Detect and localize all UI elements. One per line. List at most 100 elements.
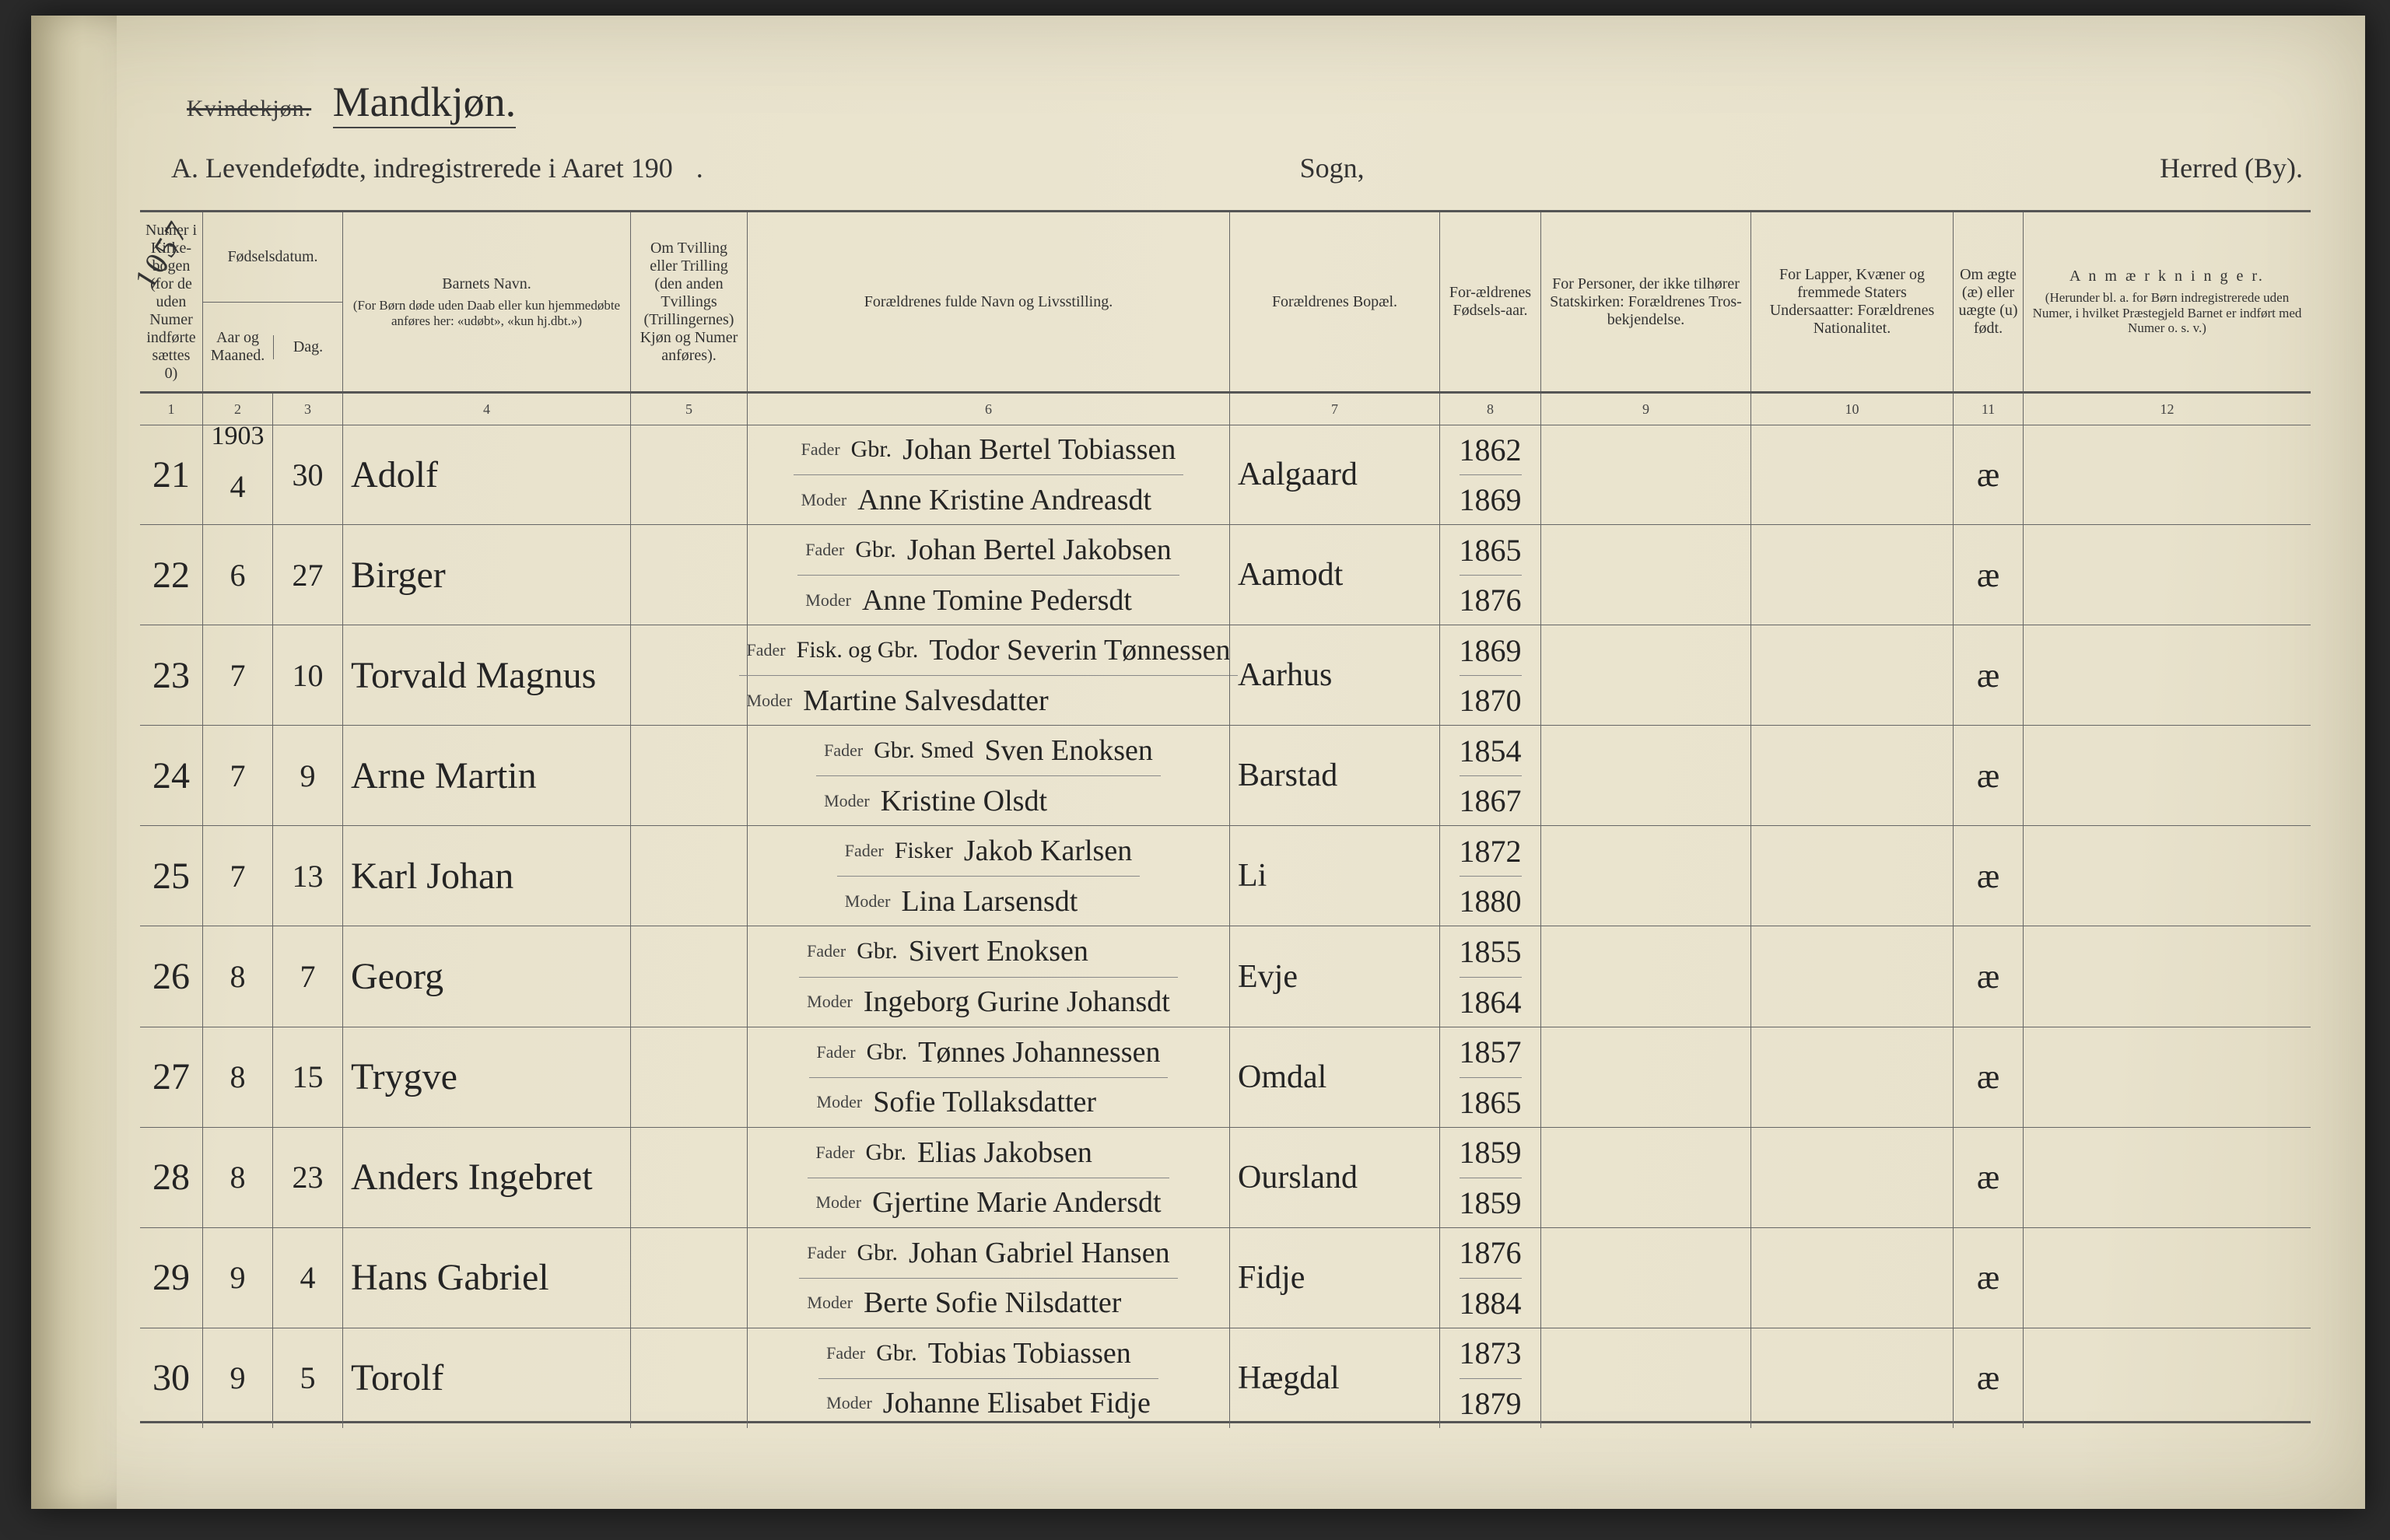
col2b-header: Dag. <box>273 335 343 359</box>
cell-legit: æ <box>1953 1228 2023 1328</box>
cell-place: Aamodt <box>1229 525 1439 625</box>
cell-nationality <box>1750 726 1953 825</box>
cell-month: 9 <box>202 1228 272 1328</box>
cell-parents: Fader Gbr. Johan Bertel Jakobsen Moder A… <box>747 525 1229 625</box>
cell-day: 5 <box>272 1328 342 1428</box>
cell-legit: æ <box>1953 1128 2023 1227</box>
cell-parents: Fader Gbr. Johan Gabriel Hansen Moder Be… <box>747 1228 1229 1328</box>
cell-parent-years: 1869 1870 <box>1439 625 1540 725</box>
cell-parents: Fader Gbr. Tobias Tobiassen Moder Johann… <box>747 1328 1229 1428</box>
title-row: A. Levendefødte, indregistrerede i Aaret… <box>171 152 2303 184</box>
moder-label: Moder <box>807 992 853 1012</box>
ledger-page: Kvindekjøn. Mandkjøn. A. Levendefødte, i… <box>31 16 2365 1509</box>
gender-printed: Kvindekjøn. <box>187 96 311 121</box>
cell-nationality <box>1750 926 1953 1026</box>
cell-faith <box>1540 1228 1750 1328</box>
cell-faith <box>1540 525 1750 625</box>
moder-label: Moder <box>807 1293 853 1313</box>
cell-remarks <box>2023 625 2311 725</box>
cell-place: Hægdal <box>1229 1328 1439 1428</box>
table-row: 29 9 4 Hans Gabriel Fader Gbr. Johan Gab… <box>140 1228 2311 1328</box>
cell-remarks <box>2023 425 2311 524</box>
title-prefix: A. Levendefødte, indregistrerede i Aaret… <box>171 152 673 184</box>
fader-label: Fader <box>826 1343 865 1363</box>
moder-label: Moder <box>805 590 851 611</box>
cell-remarks <box>2023 525 2311 625</box>
cell-faith <box>1540 425 1750 524</box>
cell-month: 7 <box>202 826 272 926</box>
cell-twin <box>630 625 747 725</box>
cell-month: 6 <box>202 525 272 625</box>
cell-day: 4 <box>272 1228 342 1328</box>
col2-header-top: Fødselsdatum. <box>203 212 343 302</box>
cell-legit: æ <box>1953 926 2023 1026</box>
cell-month: 19034 <box>202 425 272 524</box>
col11-header: Om ægte (æ) eller uægte (u) født. <box>1953 212 2023 391</box>
cell-legit: æ <box>1953 1328 2023 1428</box>
cell-no: 27 <box>140 1027 202 1127</box>
moder-label: Moder <box>826 1393 872 1413</box>
fader-label: Fader <box>815 1143 854 1163</box>
cell-place: Evje <box>1229 926 1439 1026</box>
cell-parents: Fader Gbr. Tønnes Johannessen Moder Sofi… <box>747 1027 1229 1127</box>
cell-month: 8 <box>202 1027 272 1127</box>
cell-child-name: Hans Gabriel <box>342 1228 630 1328</box>
cell-child-name: Anders Ingebret <box>342 1128 630 1227</box>
cell-parents: Fader Fisker Jakob Karlsen Moder Lina La… <box>747 826 1229 926</box>
cell-no: 21 <box>140 425 202 524</box>
table-row: 28 8 23 Anders Ingebret Fader Gbr. Elias… <box>140 1128 2311 1228</box>
cell-day: 13 <box>272 826 342 926</box>
fader-label: Fader <box>807 1243 846 1263</box>
cell-parent-years: 1873 1879 <box>1439 1328 1540 1428</box>
cell-legit: æ <box>1953 726 2023 825</box>
cell-place: Li <box>1229 826 1439 926</box>
cell-child-name: Karl Johan <box>342 826 630 926</box>
fader-label: Fader <box>805 540 844 560</box>
cell-legit: æ <box>1953 425 2023 524</box>
cell-no: 30 <box>140 1328 202 1428</box>
cell-twin <box>630 826 747 926</box>
moder-label: Moder <box>747 691 793 711</box>
cell-remarks <box>2023 1228 2311 1328</box>
table-row: 26 8 7 Georg Fader Gbr. Sivert Enoksen M… <box>140 926 2311 1027</box>
cell-nationality <box>1750 1328 1953 1428</box>
cell-child-name: Adolf <box>342 425 630 524</box>
cell-nationality <box>1750 1027 1953 1127</box>
cell-legit: æ <box>1953 1027 2023 1127</box>
table-row: 24 7 9 Arne Martin Fader Gbr. Smed Sven … <box>140 726 2311 826</box>
cell-day: 23 <box>272 1128 342 1227</box>
gender-heading: Kvindekjøn. Mandkjøn. <box>187 78 516 126</box>
cell-nationality <box>1750 625 1953 725</box>
ledger-table: Numer i Kirke-bogen (for de uden Numer i… <box>140 210 2311 1423</box>
cell-nationality <box>1750 1128 1953 1227</box>
cell-parent-years: 1859 1859 <box>1439 1128 1540 1227</box>
table-row: 27 8 15 Trygve Fader Gbr. Tønnes Johanne… <box>140 1027 2311 1128</box>
cell-legit: æ <box>1953 525 2023 625</box>
cell-day: 30 <box>272 425 342 524</box>
col9-header: For Personer, der ikke tilhører Statskir… <box>1540 212 1750 391</box>
moder-label: Moder <box>817 1092 863 1112</box>
cell-legit: æ <box>1953 826 2023 926</box>
col8-header: For-ældrenes Fødsels-aar. <box>1439 212 1540 391</box>
cell-day: 9 <box>272 726 342 825</box>
cell-faith <box>1540 1027 1750 1127</box>
cell-month: 8 <box>202 926 272 1026</box>
cell-twin <box>630 1027 747 1127</box>
cell-no: 28 <box>140 1128 202 1227</box>
cell-child-name: Georg <box>342 926 630 1026</box>
fader-label: Fader <box>824 740 863 761</box>
cell-place: Aarhus <box>1229 625 1439 725</box>
cell-child-name: Torvald Magnus <box>342 625 630 725</box>
gender-handwritten: Mandkjøn. <box>333 79 517 128</box>
cell-twin <box>630 525 747 625</box>
col4-header: Barnets Navn. (For Børn døde uden Daab e… <box>342 212 630 391</box>
cell-child-name: Trygve <box>342 1027 630 1127</box>
table-row: 25 7 13 Karl Johan Fader Fisker Jakob Ka… <box>140 826 2311 926</box>
cell-faith <box>1540 926 1750 1026</box>
moder-label: Moder <box>815 1192 861 1213</box>
cell-remarks <box>2023 926 2311 1026</box>
fader-label: Fader <box>801 439 840 460</box>
cell-twin <box>630 425 747 524</box>
cell-day: 27 <box>272 525 342 625</box>
col7-header: Forældrenes Bopæl. <box>1229 212 1439 391</box>
